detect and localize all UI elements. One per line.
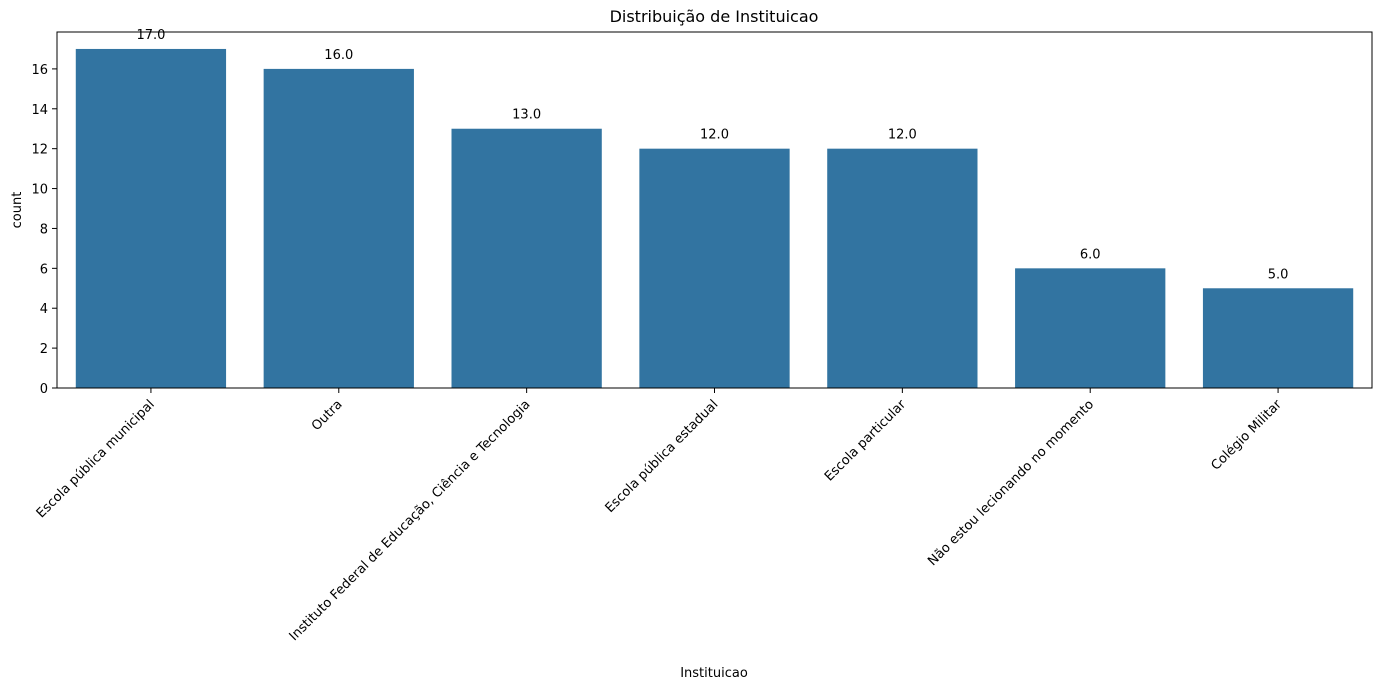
x-axis-label: Instituicao	[680, 666, 748, 681]
bar	[827, 148, 978, 388]
bar	[1202, 288, 1354, 388]
y-tick-label: 10	[31, 183, 48, 198]
x-tick-label: Outra	[309, 397, 346, 434]
data-labels-group: 17.0 16.0 13.0 12.0 12.0 6.0 5.0	[136, 28, 1288, 282]
y-tick-label: 0	[40, 382, 48, 397]
y-tick-label: 16	[31, 63, 48, 78]
y-tick-label: 8	[40, 222, 48, 237]
bar	[451, 128, 602, 389]
y-axis: 0 2 4 6 8 10 12 14 16	[31, 63, 57, 397]
bar-value-label: 5.0	[1268, 267, 1289, 282]
bar-value-label: 13.0	[512, 108, 541, 123]
x-tick-label: Escola particular	[822, 397, 910, 485]
bar-value-label: 12.0	[888, 128, 917, 143]
bar-value-label: 12.0	[700, 128, 729, 143]
y-tick-label: 2	[40, 342, 48, 357]
bar-value-label: 16.0	[324, 48, 353, 63]
bar-value-label: 6.0	[1080, 247, 1101, 262]
x-tick-label: Não estou lecionando no momento	[925, 397, 1097, 569]
y-axis-label: count	[10, 192, 25, 229]
x-tick-label: Escola pública estadual	[603, 397, 722, 516]
bars-group	[75, 48, 1354, 389]
y-tick-label: 14	[31, 103, 48, 118]
x-tick-label: Instituto Federal de Educação, Ciência e…	[287, 397, 534, 644]
chart-title: Distribuição de Instituicao	[610, 7, 819, 26]
y-tick-label: 4	[40, 302, 48, 317]
y-tick-label: 6	[40, 262, 48, 277]
x-tick-label: Colégio Militar	[1208, 397, 1285, 474]
x-tick-label: Escola pública municipal	[34, 397, 158, 521]
bar	[263, 68, 414, 388]
bar-value-label: 17.0	[136, 28, 165, 43]
bar	[75, 48, 227, 388]
bar	[1015, 268, 1166, 388]
y-tick-label: 12	[31, 143, 48, 158]
bar	[639, 148, 790, 388]
